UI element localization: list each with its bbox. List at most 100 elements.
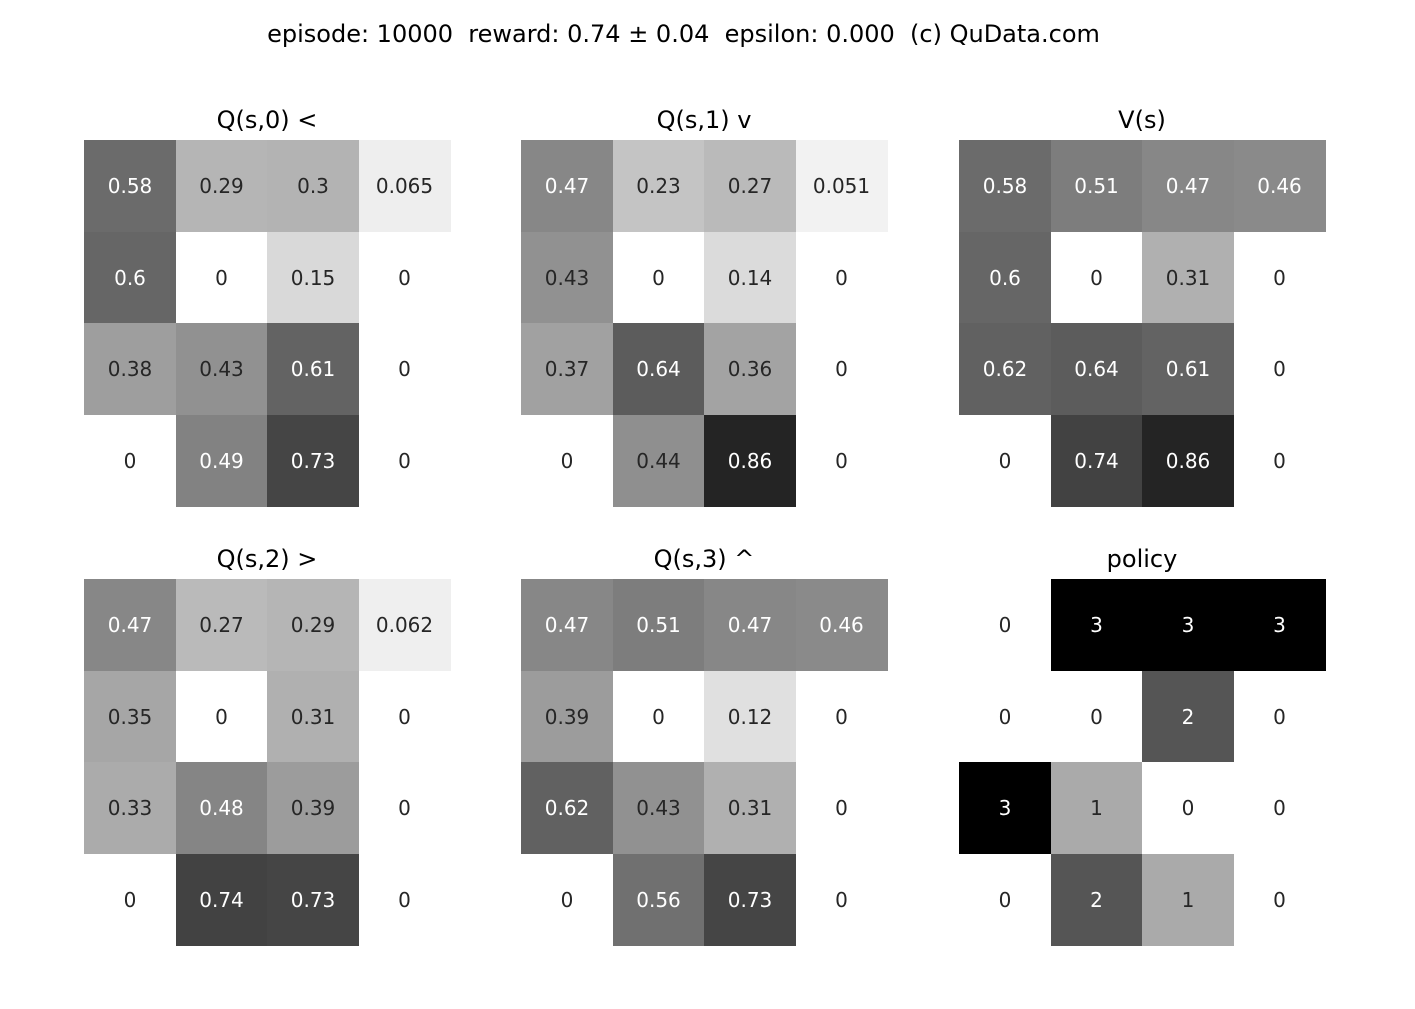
heatmap-cell: 0 — [1233, 853, 1326, 946]
heatmap-q-s2: Q(s,2) > 0.47 0.27 0.29 0.062 0.35 0 0.31 0 0.33… — [84, 539, 451, 946]
heatmap-cell: 0.48 — [175, 762, 268, 854]
heatmap-cell: 0.58 — [84, 140, 176, 232]
heatmap-cell: 0.35 — [84, 670, 176, 763]
heatmap-cell: 3 — [1050, 579, 1143, 671]
heatmap-cell: 0.062 — [358, 579, 451, 671]
heatmap-cell: 0.86 — [1142, 414, 1234, 507]
heatmap-cell: 0.47 — [521, 140, 613, 232]
heatmap-cell: 0.44 — [612, 414, 705, 507]
heatmap-cell: 0 — [795, 323, 888, 415]
heatmap-cell: 0.43 — [521, 231, 613, 324]
heatmap-cell: 0.15 — [267, 231, 359, 324]
heatmap-cell: 0 — [795, 670, 888, 763]
heatmap-q-s1: Q(s,1) v 0.47 0.23 0.27 0.051 0.43 0 0.14 0 0.37… — [521, 100, 888, 507]
heatmap-cell: 0.51 — [1050, 140, 1143, 232]
heatmap-cell: 0.73 — [704, 853, 796, 946]
heatmap-cell: 1 — [1050, 762, 1143, 854]
heatmap-cell: 0.38 — [84, 323, 176, 415]
heatmap-cell: 0.051 — [795, 140, 888, 232]
heatmap-cell: 0.47 — [1142, 140, 1234, 232]
heatmap-cell: 0 — [1233, 670, 1326, 763]
panel-title: Q(s,3) ^ — [653, 545, 755, 573]
heatmap-grid: 0.47 0.27 0.29 0.062 0.35 0 0.31 0 0.33 0.48 0.39 0… — [84, 579, 451, 946]
heatmap-cell: 0.6 — [84, 231, 176, 324]
heatmap-cell: 0.29 — [175, 140, 268, 232]
heatmap-cell: 0 — [959, 579, 1051, 671]
heatmap-cell: 0.64 — [612, 323, 705, 415]
heatmap-cell: 0.61 — [267, 323, 359, 415]
heatmap-cell: 0 — [1050, 670, 1143, 763]
heatmap-cell: 0 — [521, 853, 613, 946]
heatmap-cell: 0.27 — [704, 140, 796, 232]
heatmap-cell: 0 — [795, 231, 888, 324]
heatmap-q-s3: Q(s,3) ^ 0.47 0.51 0.47 0.46 0.39 0 0.12 0 0.62 0… — [521, 539, 888, 946]
heatmap-cell: 0.12 — [704, 670, 796, 763]
heatmap-cell: 0 — [358, 853, 451, 946]
heatmap-cell: 0 — [1233, 323, 1326, 415]
heatmap-cell: 3 — [1233, 579, 1326, 671]
heatmap-cell: 0.37 — [521, 323, 613, 415]
heatmap-cell: 0 — [795, 762, 888, 854]
panel-title: Q(s,1) v — [656, 106, 752, 134]
heatmap-cell: 0.64 — [1050, 323, 1143, 415]
heatmap-cell: 0.49 — [175, 414, 268, 507]
heatmap-cell: 0 — [84, 414, 176, 507]
heatmap-cell: 0.31 — [1142, 231, 1234, 324]
heatmap-cell: 0 — [959, 414, 1051, 507]
heatmap-cell: 0 — [795, 853, 888, 946]
heatmap-grid: 0.47 0.23 0.27 0.051 0.43 0 0.14 0 0.37 0.64 0.36 0… — [521, 140, 888, 507]
heatmap-cell: 0 — [959, 670, 1051, 763]
heatmap-cell: 0 — [84, 853, 176, 946]
heatmap-cell: 0.43 — [175, 323, 268, 415]
heatmap-cell: 0 — [358, 323, 451, 415]
heatmap-cell: 0 — [1233, 762, 1326, 854]
heatmap-cell: 0 — [959, 853, 1051, 946]
figure-title: episode: 10000 reward: 0.74 ± 0.04 epsil… — [267, 20, 1100, 48]
heatmap-v-s: V(s) 0.58 0.51 0.47 0.46 0.6 0 0.31 0 0.62 0.64 0.… — [959, 100, 1326, 507]
heatmap-cell: 0 — [358, 414, 451, 507]
heatmap-cell: 0.62 — [521, 762, 613, 854]
heatmap-cell: 0.39 — [521, 670, 613, 763]
heatmap-cell: 0.47 — [521, 579, 613, 671]
heatmap-cell: 0.46 — [1233, 140, 1326, 232]
heatmap-cell: 0.33 — [84, 762, 176, 854]
heatmap-cell: 0.47 — [704, 579, 796, 671]
heatmap-grid: 0.58 0.51 0.47 0.46 0.6 0 0.31 0 0.62 0.64 0.61 0 0 0… — [959, 140, 1326, 507]
heatmap-cell: 0.43 — [612, 762, 705, 854]
heatmap-cell: 0 — [358, 670, 451, 763]
heatmap-cell: 0.31 — [267, 670, 359, 763]
heatmap-cell: 0.36 — [704, 323, 796, 415]
heatmap-cell: 0.51 — [612, 579, 705, 671]
heatmap-cell: 0 — [358, 231, 451, 324]
heatmap-cell: 0 — [175, 231, 268, 324]
heatmap-grid: 0.58 0.29 0.3 0.065 0.6 0 0.15 0 0.38 0.43 0.61 0 0 0… — [84, 140, 451, 507]
heatmap-cell: 2 — [1142, 670, 1234, 763]
heatmap-cell: 0.61 — [1142, 323, 1234, 415]
heatmap-cell: 0 — [1233, 231, 1326, 324]
heatmap-cell: 0 — [1142, 762, 1234, 854]
heatmap-cell: 3 — [959, 762, 1051, 854]
heatmap-cell: 0 — [358, 762, 451, 854]
heatmap-cell: 0.31 — [704, 762, 796, 854]
heatmap-cell: 0 — [521, 414, 613, 507]
heatmap-cell: 0.47 — [84, 579, 176, 671]
heatmap-cell: 0 — [1233, 414, 1326, 507]
heatmap-cell: 0.39 — [267, 762, 359, 854]
heatmap-cell: 0.29 — [267, 579, 359, 671]
heatmap-cell: 0.62 — [959, 323, 1051, 415]
panel-title: V(s) — [1118, 106, 1166, 134]
heatmap-cell: 0 — [1050, 231, 1143, 324]
heatmap-cell: 0.6 — [959, 231, 1051, 324]
heatmap-cell: 0 — [612, 231, 705, 324]
heatmap-cell: 0.73 — [267, 414, 359, 507]
heatmap-cell: 1 — [1142, 853, 1234, 946]
panel-title: Q(s,2) > — [216, 545, 318, 573]
heatmap-cell: 3 — [1142, 579, 1234, 671]
heatmap-cell: 0.27 — [175, 579, 268, 671]
heatmap-grid: 0.47 0.51 0.47 0.46 0.39 0 0.12 0 0.62 0.43 0.31 0 0… — [521, 579, 888, 946]
heatmap-cell: 0 — [612, 670, 705, 763]
heatmap-cell: 0.065 — [358, 140, 451, 232]
heatmap-cell: 0.3 — [267, 140, 359, 232]
